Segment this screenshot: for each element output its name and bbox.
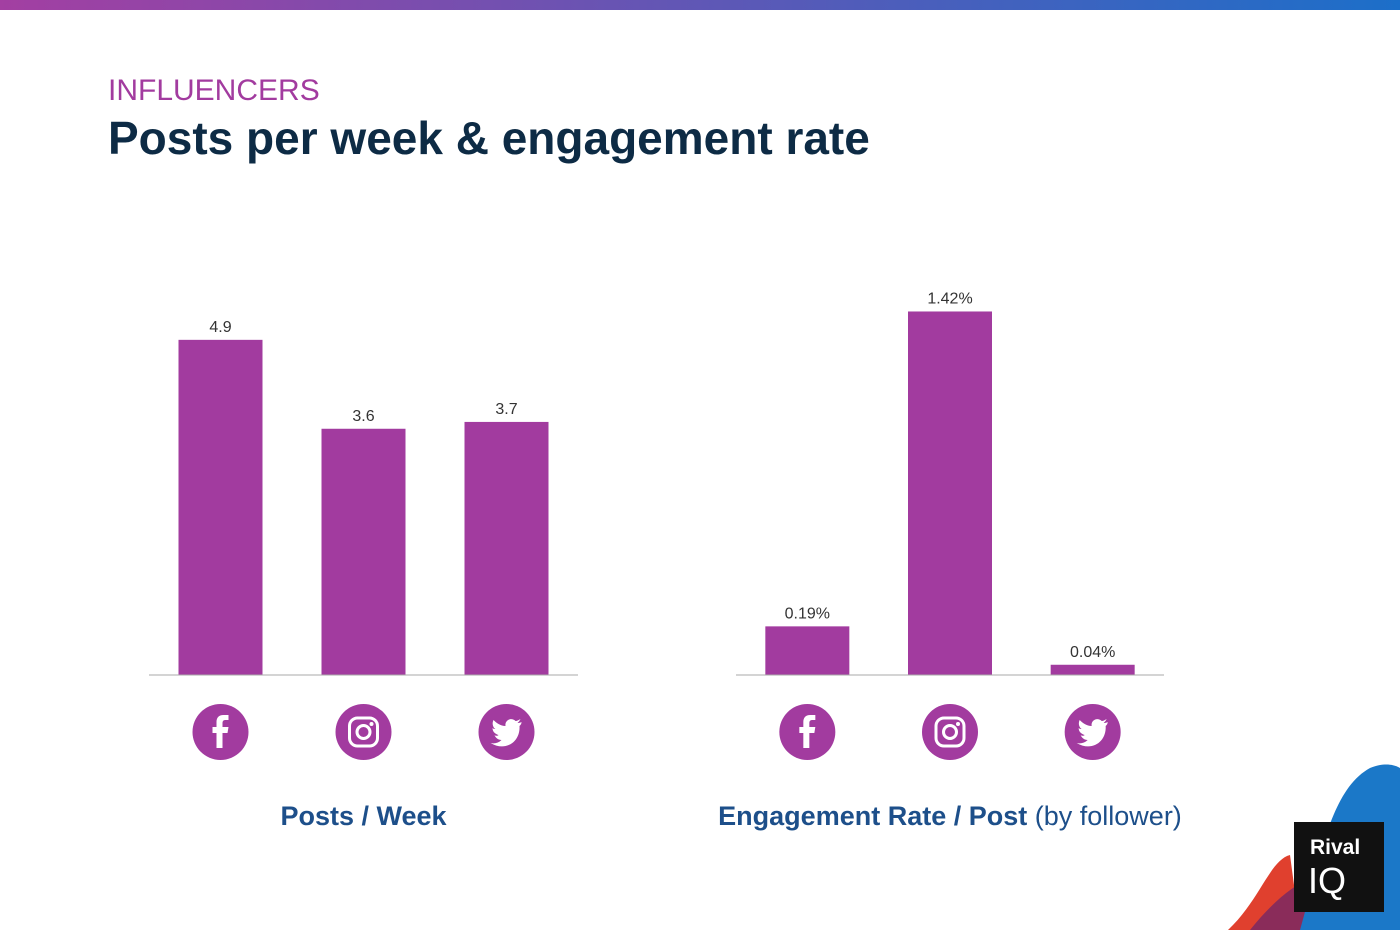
value-label: 0.04% [1070, 644, 1115, 661]
axis-title-main: Engagement Rate / Post [718, 801, 1027, 831]
axis-subtitle: (by follower) [1035, 801, 1182, 831]
axis-title-main: Posts / Week [280, 801, 447, 831]
platform-icon [922, 704, 978, 760]
bar [321, 428, 406, 675]
logo-text: IQ [1308, 860, 1346, 901]
axis-title: Engagement Rate / Post (by follower) [718, 801, 1182, 831]
value-label: 0.19% [785, 605, 830, 622]
instagram-glyph [956, 722, 960, 726]
instagram-glyph [355, 724, 372, 740]
bar [1050, 664, 1135, 675]
instagram-glyph [942, 724, 958, 740]
instagram-glyph [369, 722, 374, 726]
value-label: 1.42% [927, 290, 972, 307]
instagram-glyph [348, 716, 379, 748]
twitter-glyph [490, 719, 522, 747]
value-label: 3.7 [495, 401, 517, 418]
value-label: 3.6 [352, 408, 374, 425]
instagram-glyph [934, 716, 966, 748]
value-label: 4.9 [209, 319, 231, 336]
top-bar [0, 0, 1400, 10]
bar [908, 311, 992, 675]
axis-title: Posts / Week [280, 801, 447, 831]
facebook-glyph [212, 715, 229, 748]
bar [178, 339, 263, 675]
platform-icon [335, 704, 392, 760]
logo-box [1294, 822, 1384, 912]
bar [765, 626, 850, 675]
page-title: Posts per week & engagement rate [108, 112, 870, 164]
logo-text: Rival [1310, 836, 1360, 859]
facebook-glyph [799, 715, 816, 748]
eyebrow: INFLUENCERS [108, 74, 320, 107]
decoration: Rival IQ [1228, 764, 1400, 930]
bar [464, 421, 549, 675]
twitter-glyph [1076, 719, 1108, 747]
